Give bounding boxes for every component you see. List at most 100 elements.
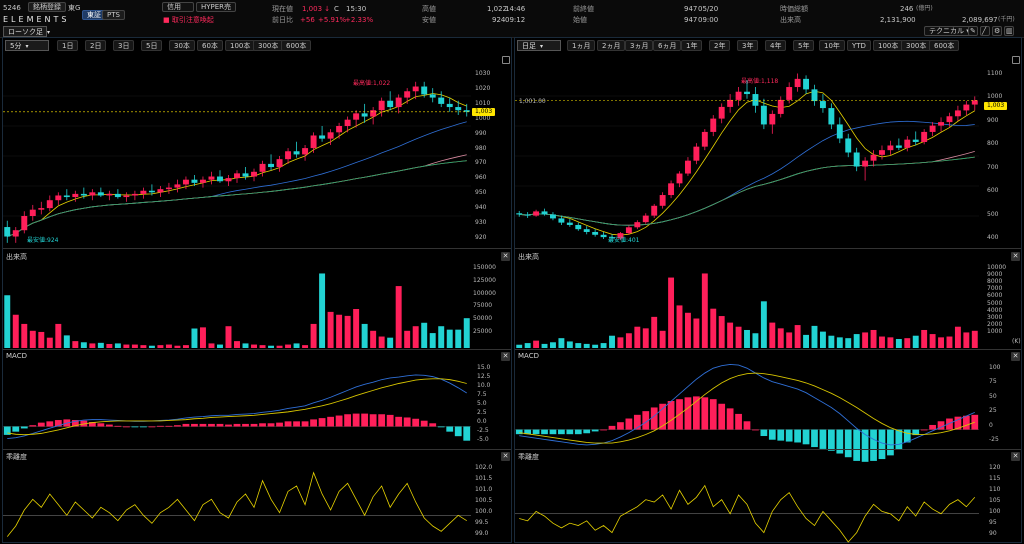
volume-bar — [819, 331, 826, 348]
volume-bar — [21, 323, 28, 348]
tab-1m[interactable]: 1ヵ月 — [567, 40, 596, 51]
volume-bar — [533, 340, 540, 348]
candle-body — [895, 145, 902, 148]
left-high-annotation: 最高値:1,022 — [353, 80, 391, 87]
axis-tick-label: 7.5 — [477, 391, 487, 398]
stock-code: 5246 — [3, 4, 21, 12]
macd-histogram-bar — [903, 429, 911, 443]
candle-body — [208, 176, 215, 180]
close-icon[interactable]: ✕ — [501, 452, 510, 461]
tab-2m[interactable]: 2ヵ月 — [597, 40, 626, 51]
volume-bar — [845, 338, 852, 348]
candle-body — [191, 179, 198, 183]
tab-3y[interactable]: 3年 — [737, 40, 759, 51]
volume-bar — [234, 341, 240, 348]
left-interval-select[interactable]: 5分 ▾ — [5, 40, 49, 51]
candle-body — [642, 215, 649, 223]
tab-100bars[interactable]: 100本 — [873, 40, 904, 51]
candle-body — [541, 211, 548, 215]
axis-tick-label: 950 — [475, 189, 487, 197]
close-icon[interactable]: ✕ — [501, 352, 510, 361]
macd-histogram-bar — [752, 429, 759, 431]
signal-line — [7, 378, 467, 436]
macd-histogram-bar — [726, 408, 734, 430]
hyper-button[interactable]: HYPER売 — [196, 2, 237, 12]
close-icon[interactable]: ✕ — [501, 252, 510, 261]
macd-histogram-bar — [870, 429, 877, 461]
axis-tick-label: 970 — [475, 159, 487, 167]
tab-4y[interactable]: 4年 — [765, 40, 787, 51]
right-interval-select[interactable]: 日足 ▾ — [517, 40, 561, 51]
candle-body — [566, 222, 573, 225]
macd-histogram-bar — [199, 423, 207, 427]
tab-300bars[interactable]: 300本 — [253, 40, 284, 51]
macd-line — [7, 374, 467, 439]
tab-5y[interactable]: 5年 — [793, 40, 815, 51]
tab-2y[interactable]: 2年 — [709, 40, 731, 51]
tab-2d[interactable]: 2日 — [85, 40, 107, 51]
close-icon[interactable]: ✕ — [1011, 252, 1020, 261]
right-ratio-label: 乖離度 — [518, 453, 539, 461]
tab-6m[interactable]: 6ヵ月 — [653, 40, 682, 51]
volume-bar — [46, 337, 53, 348]
candle-body — [199, 179, 206, 183]
settings-icon[interactable]: ⚙ — [992, 26, 1002, 36]
axis-tick-label: 25000 — [473, 328, 493, 335]
draw-line-icon[interactable]: ╱ — [980, 26, 990, 36]
high-time: 14:46 — [505, 5, 526, 13]
tab-ytd[interactable]: YTD — [847, 40, 871, 51]
macd-histogram-bar — [3, 426, 11, 435]
tab-30bars[interactable]: 30本 — [169, 40, 195, 51]
right-ref-line-label: 1,001.00 — [519, 98, 546, 105]
tab-5d[interactable]: 5日 — [141, 40, 163, 51]
macd-histogram-bar — [37, 422, 45, 427]
macd-histogram-bar — [777, 429, 785, 441]
candle-body — [327, 132, 334, 139]
panel-settings-icon[interactable] — [502, 56, 510, 64]
candle-body — [446, 103, 453, 108]
warning-text[interactable]: ■ 取引注意喚起 — [163, 16, 214, 24]
candle-body — [575, 224, 582, 230]
close-icon[interactable]: ✕ — [1011, 352, 1020, 361]
tab-600bars[interactable]: 600本 — [281, 40, 312, 51]
volume-bar — [404, 330, 411, 348]
candle-body — [302, 148, 309, 155]
tab-600bars[interactable]: 600本 — [929, 40, 960, 51]
left-low-annotation: 最安値:924 — [27, 237, 59, 244]
volume-bar — [642, 328, 649, 348]
candle-body — [592, 231, 599, 235]
volume-bar — [412, 326, 419, 348]
candle-body — [251, 171, 257, 177]
chart-type-select[interactable]: ローソク足 ▾ — [3, 26, 50, 37]
tab-3m[interactable]: 3ヵ月 — [625, 40, 654, 51]
right-macd-chart — [515, 364, 979, 462]
pts-button[interactable]: PTS — [102, 10, 125, 20]
macd-histogram-bar — [811, 429, 818, 448]
tab-3d[interactable]: 3日 — [113, 40, 135, 51]
candle-body — [38, 208, 45, 210]
panel-settings-icon[interactable] — [1012, 56, 1020, 64]
chevron-down-icon: ▾ — [25, 43, 29, 50]
tab-1d[interactable]: 1日 — [57, 40, 79, 51]
macd-histogram-bar — [600, 429, 607, 431]
macd-histogram-bar — [242, 423, 249, 427]
axis-tick-label: 90 — [989, 530, 997, 537]
tab-100bars[interactable]: 100本 — [225, 40, 256, 51]
left-volume-label: 出来高 — [6, 253, 27, 261]
tab-60bars[interactable]: 60本 — [197, 40, 223, 51]
macd-histogram-bar — [743, 421, 751, 430]
pencil-icon[interactable]: ✎ — [968, 26, 978, 36]
macd-histogram-bar — [29, 425, 37, 427]
macd-histogram-bar — [650, 407, 658, 430]
shinyo-button[interactable]: 信用 — [162, 2, 194, 12]
turnover-value: 2,089,697 — [962, 16, 998, 24]
register-button[interactable]: 銘柄登録 — [28, 2, 66, 12]
axis-tick-label: 900 — [987, 116, 999, 124]
volume-bar — [378, 336, 385, 348]
tab-1y[interactable]: 1年 — [681, 40, 703, 51]
volume-bar — [225, 326, 232, 348]
close-icon[interactable]: ✕ — [1011, 452, 1020, 461]
layout-icon[interactable]: ▥ — [1004, 26, 1014, 36]
tab-10y[interactable]: 10年 — [819, 40, 845, 51]
tab-300bars[interactable]: 300本 — [901, 40, 932, 51]
